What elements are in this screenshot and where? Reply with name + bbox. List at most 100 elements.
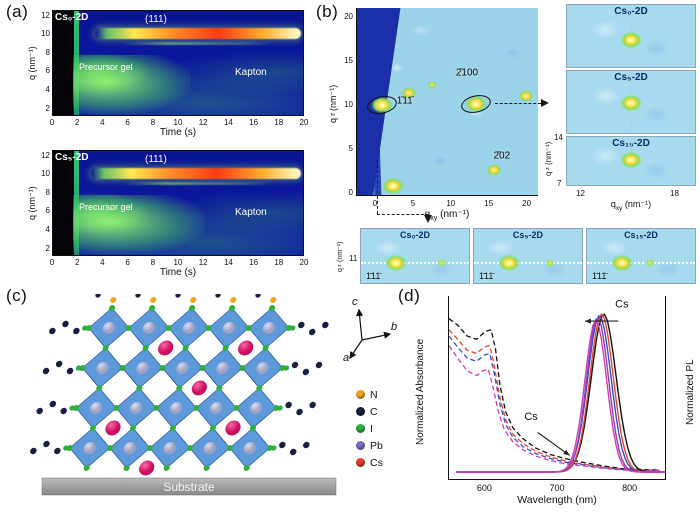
axis-c-label: c [352,296,358,308]
miller-index-label: 1̄11̄ [479,271,494,281]
axis-tick: 2 [45,103,50,113]
time-axis-ticks: 0 2 4 6 8 10 12 14 16 18 20 [50,258,309,268]
secondary-streak [123,42,273,45]
atom-legend: N C I Pb Cs [356,386,398,471]
arrow-to-insets-head [541,99,549,107]
detector-dark-band [53,11,74,115]
axis-tick: 600 [476,483,492,493]
alignment-dotted-line [474,262,582,264]
q-axis-ticks: 12 10 8 6 4 2 [38,10,51,116]
secondary-streak [123,182,273,185]
qxy-label-unit: (nm⁻¹) [622,199,652,209]
panel-a-label: (a) [6,2,29,21]
heatmap-plot: Cs₅-2D (111) Precursor gel Kapton [52,150,304,256]
alignment-guide-line [631,71,632,133]
axis-tick: 15 [484,199,494,208]
inset-title: Cs₁₅-2D [624,230,658,240]
axis-tick: 5 [348,143,353,153]
qxy-label-unit: (nm⁻¹) [437,209,470,220]
axis-tick: 12 [41,150,50,160]
legend-item-cs: Cs [356,454,398,471]
qz-label-sub: z [545,167,552,170]
qz-label-unit: (nm⁻¹) [337,241,344,262]
panel-b-label: (b) [316,2,339,21]
qz-label-unit: (nm⁻¹) [544,141,553,165]
inset-cs0: Cs₀-2D [566,4,696,68]
giwaxs-kinetics-cs5: q (nm⁻¹) 12 10 8 6 4 2 Cs₅-2D (111) Precursor… [27,146,309,280]
miller-index-label: 1̄11̄ [366,271,381,281]
strip-inset-cs0: Cs₀-2D 1̄11̄ [360,228,470,284]
panel-c-label: (c) [6,286,28,305]
axis-b-label: b [391,321,398,333]
alignment-dotted-line [361,262,469,264]
arrow-to-insets-line [495,103,541,104]
axis-tick: 0 [348,188,353,197]
diffraction-spot [486,164,502,177]
miller-index-label: 2̄02 [493,150,511,162]
diffraction-spot [518,90,534,103]
qz-axis-ticks: 0 5 10 15 20 [341,8,354,196]
qz-tick-11: 11 [349,254,358,263]
spectra-plot: Cs Cs [448,296,666,480]
time-axis-label: Time (s) [159,267,197,278]
pl-axis-label: Normalized PL [685,359,696,425]
beamstop-shadow [374,86,382,195]
strip-inset-cs15: Cs₁₅-2D 1̄11̄ [586,228,696,284]
svg-text:Cs: Cs [524,411,538,423]
qxy-axis-ticks: 0 5 10 15 20 [356,200,538,209]
atom-color-dot [356,424,365,433]
legend-item-pb: Pb [356,437,398,454]
peak-111-label: (111) [145,154,167,165]
legend-label: Cs [370,456,383,469]
axis-tick: 6 [45,206,50,216]
substrate-label: Substrate [163,480,215,494]
detector-dark-band [53,151,74,255]
qz-tick-7: 7 [557,179,562,188]
axis-tick: 10 [173,258,183,267]
arrow-to-strip-vertical [377,160,378,214]
q-axis-label: q (nm⁻¹) [27,186,37,220]
qxy-tick-12: 12 [576,189,585,198]
strip-inset-cs5: Cs₅-2D 1̄11̄ [473,228,583,284]
axis-tick: 2 [45,243,50,253]
qxy-axis-label: qxy (nm⁻¹) [356,209,538,222]
precursor-gel-label: Precursor gel [79,202,133,212]
qz-tick-14: 14 [554,133,563,142]
axis-a-label: a [343,352,350,364]
peak-111-label: (111) [145,14,167,25]
axis-tick: 2 [74,258,80,267]
axis-tick: 0 [372,199,378,208]
axis-tick: 20 [299,258,309,267]
heatmap-plot: Cs₀-2D (111) Precursor gel Kapton [52,10,304,116]
inset-title: Cs₀-2D [399,230,431,240]
qxy-label-q: q [610,199,616,209]
axis-tick: 12 [198,258,208,267]
panel-d-label: (d) [398,286,421,305]
qxy-tick-18: 18 [670,189,679,198]
axis-tick: 10 [446,199,456,208]
axis-tick: 10 [41,169,50,179]
wavelength-axis-label: Wavelength (nm) [517,494,597,506]
qz-label-sub: z [329,113,337,117]
atom-color-dot [356,441,365,450]
axis-tick: 6 [125,258,130,267]
diffraction-streak-111 [91,168,301,179]
diffraction-spot [382,177,405,195]
axis-tick: 20 [344,11,353,21]
q-axis-ticks: 12 10 8 6 4 2 [38,150,51,256]
legend-label: N [370,388,378,401]
arrow-to-strip-head [424,215,432,223]
axis-tick: 18 [274,258,284,267]
axes-arrows [349,308,392,359]
time-axis-label: Time (s) [159,127,197,138]
axis-tick: 14 [223,258,233,267]
alignment-dotted-line [587,262,695,264]
kapton-label: Kapton [235,67,267,78]
crystal-axes-indicator: c b a [343,296,398,364]
